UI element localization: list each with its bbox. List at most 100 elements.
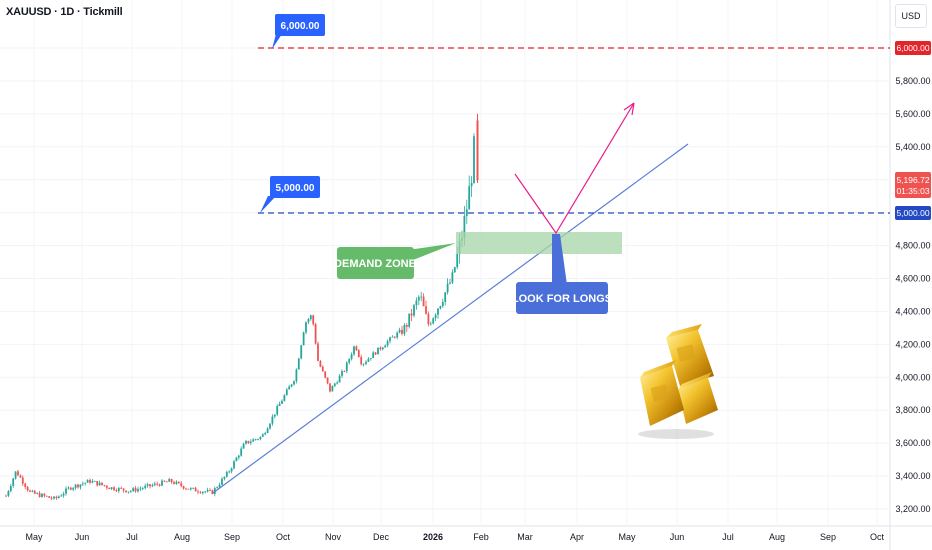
candle-body xyxy=(50,497,53,499)
candle-body xyxy=(60,495,63,497)
demand-zone-rect[interactable] xyxy=(456,232,622,254)
ascending-trendline[interactable] xyxy=(212,143,689,494)
candle-body xyxy=(465,209,468,216)
candle-body xyxy=(216,487,219,489)
candle-body xyxy=(36,493,39,494)
candle-body xyxy=(81,483,84,485)
candle-body xyxy=(273,414,276,417)
candle-body xyxy=(283,395,286,401)
level-5000-tag[interactable]: 5,000.00 xyxy=(895,206,931,220)
candle-body xyxy=(151,485,154,487)
candle-body xyxy=(369,358,372,359)
candle-body xyxy=(228,471,231,473)
candle-body xyxy=(122,488,125,491)
candle-body xyxy=(233,461,235,469)
demand-zone-callout[interactable]: DEMAND ZONE xyxy=(334,243,456,279)
candle-body xyxy=(153,483,156,486)
candle-body xyxy=(249,441,252,444)
candle-body xyxy=(223,476,226,479)
candle-body xyxy=(393,336,396,338)
callout-6000[interactable]: 6,000.00 xyxy=(272,14,325,49)
candle-body xyxy=(125,490,127,493)
candle-body xyxy=(139,488,142,490)
callout-6000-label: 6,000.00 xyxy=(281,21,320,32)
candle-body xyxy=(422,296,425,307)
candle-body xyxy=(168,479,171,482)
candle-body xyxy=(415,300,418,306)
candle-body xyxy=(245,440,247,444)
candle-body xyxy=(295,369,298,382)
candle-body xyxy=(410,313,413,316)
callout-5000[interactable]: 5,000.00 xyxy=(260,176,320,213)
candle-body xyxy=(19,475,22,478)
candle-body xyxy=(367,358,370,362)
candle-body xyxy=(101,482,103,485)
candle-body xyxy=(132,488,135,491)
candle-body xyxy=(77,484,79,488)
candle-body xyxy=(398,329,401,333)
candle-body xyxy=(321,366,324,372)
candle-body xyxy=(192,487,195,489)
candle-body xyxy=(79,484,82,488)
candle-body xyxy=(55,496,58,499)
candle-body xyxy=(144,485,147,489)
price-tick-label: 4,200.00 xyxy=(895,339,930,349)
demand-zone-label: DEMAND ZONE xyxy=(334,258,416,270)
candle-body xyxy=(225,472,228,477)
candle-body xyxy=(470,183,473,187)
candle-body xyxy=(429,323,432,325)
candle-body xyxy=(98,482,101,486)
time-axis[interactable]: May Jun Jul Aug Sep Oct Nov Dec 2026 Feb Mar Apr May… xyxy=(25,532,884,542)
candle-body xyxy=(235,457,238,462)
price-axis[interactable]: 5,800.005,600.005,400.005,200.004,800.00… xyxy=(895,76,930,514)
candle-body xyxy=(372,352,375,359)
price-tick-label: 4,800.00 xyxy=(895,241,930,251)
time-tick-label: Jul xyxy=(722,532,734,542)
level-6000-tag[interactable]: 6,000.00 xyxy=(895,41,931,55)
price-tick-label: 4,000.00 xyxy=(895,372,930,382)
time-tick-label: Jun xyxy=(670,532,685,542)
time-tick-label: May xyxy=(25,532,43,542)
candle-body xyxy=(127,491,130,493)
candle-body xyxy=(307,319,310,323)
look-for-longs-callout[interactable]: LOOK FOR LONGS xyxy=(512,234,612,314)
candle-body xyxy=(141,488,144,489)
candle-body xyxy=(211,490,214,495)
candle-body xyxy=(201,491,204,494)
candle-body xyxy=(434,314,437,319)
candle-body xyxy=(333,383,336,386)
time-tick-label: Oct xyxy=(276,532,291,542)
candle-body xyxy=(271,416,274,424)
candle-body xyxy=(305,322,307,333)
currency-selector[interactable]: USD xyxy=(895,4,927,28)
current-price-tag[interactable]: 5,196.72 01:35:03 xyxy=(895,172,931,198)
candle-body xyxy=(468,186,471,210)
candle-body xyxy=(74,484,77,488)
candle-body xyxy=(293,381,295,385)
candle-body xyxy=(386,341,389,346)
candle-body xyxy=(439,306,442,309)
candle-body xyxy=(108,487,111,490)
candle-body xyxy=(379,347,382,350)
projection-arrow[interactable] xyxy=(514,102,635,235)
candle-body xyxy=(264,433,267,435)
candle-body xyxy=(441,302,444,307)
time-tick-label: Aug xyxy=(769,532,785,542)
candle-body xyxy=(41,493,43,498)
time-tick-label: Jun xyxy=(75,532,90,542)
candle-body xyxy=(21,477,24,484)
time-tick-label: Nov xyxy=(325,532,342,542)
candle-body xyxy=(17,471,19,476)
candle-body xyxy=(257,439,259,440)
candle-body xyxy=(218,484,221,488)
candle-body xyxy=(348,359,351,363)
candle-body xyxy=(137,488,139,492)
candle-body xyxy=(427,313,430,325)
candle-body xyxy=(175,481,178,484)
candle-body xyxy=(365,361,367,364)
candle-body xyxy=(105,485,108,488)
candle-body xyxy=(377,347,379,355)
candle-body xyxy=(158,484,161,486)
candle-body xyxy=(206,490,209,492)
